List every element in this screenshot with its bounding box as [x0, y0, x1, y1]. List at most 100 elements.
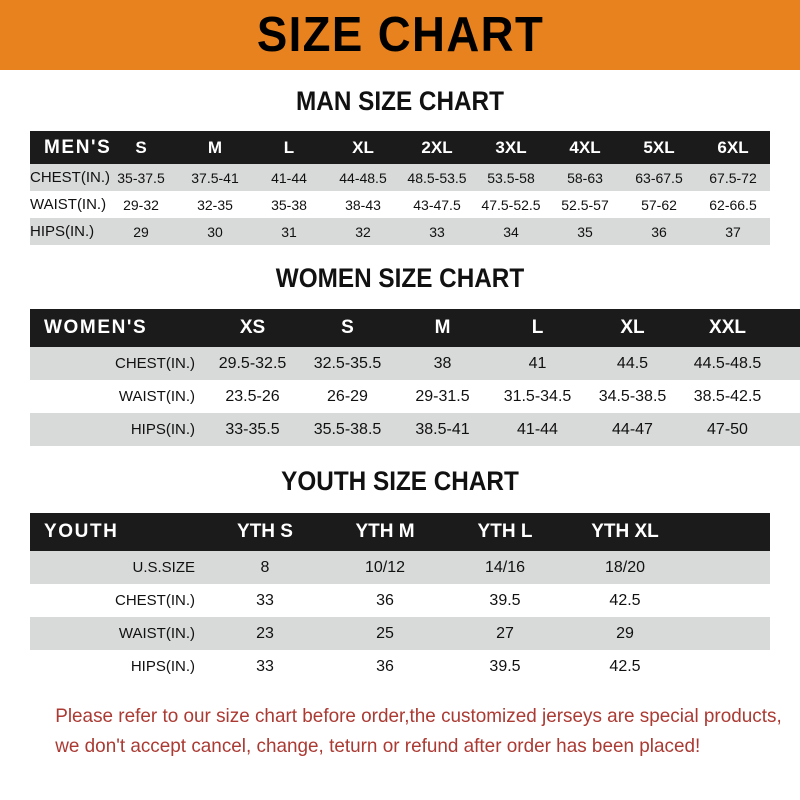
man-chest-2xl: 48.5-53.5 [407, 169, 467, 186]
youth-waist-m: 25 [376, 624, 394, 642]
women-hips-xl: 44-47 [612, 420, 653, 438]
women-size-col-xl: XL [620, 317, 645, 338]
man-hips-2xl: 33 [429, 223, 445, 240]
youth-ussize-xl: 18/20 [604, 558, 646, 576]
women-chest-s: 32.5-35.5 [313, 354, 382, 372]
women-header-spacer [775, 309, 800, 347]
man-row-label-hips: HIPS(IN.) [30, 223, 95, 240]
women-row-label-hips: HIPS(IN.) [130, 421, 195, 438]
section-title-youth: YOUTH SIZE CHART [281, 466, 519, 496]
man-size-col-4xl: 4XL [569, 137, 601, 157]
women-chest-m: 38 [433, 354, 452, 372]
youth-size-col-s: YTH S [237, 521, 293, 542]
youth-ussize-spacer [685, 551, 770, 584]
man-size-col-2xl: 2XL [421, 137, 453, 157]
man-size-col-6xl: 6XL [717, 137, 749, 157]
youth-header-row: YOUTH YTH S YTH M YTH L YTH XL [30, 513, 770, 551]
women-size-table: WOMEN'S XS S M L XL XXL CHEST(IN.) 29.5-… [30, 309, 800, 446]
man-waist-4xl: 52.5-57 [561, 196, 609, 213]
man-chest-l: 41-44 [271, 169, 307, 186]
women-waist-m: 29-31.5 [415, 387, 470, 405]
women-size-col-xs: XS [239, 317, 266, 338]
youth-hips-xl: 42.5 [609, 657, 641, 675]
women-size-col-xxl: XXL [709, 317, 746, 338]
man-size-col-5xl: 5XL [643, 137, 675, 157]
women-waist-spacer [775, 380, 800, 413]
youth-size-col-l: YTH L [477, 521, 533, 542]
man-size-table: MEN'S S M L XL 2XL 3XL 4XL 5XL 6XL CHEST… [30, 131, 770, 245]
women-table-body: WOMEN'S XS S M L XL XXL CHEST(IN.) 29.5-… [30, 309, 800, 446]
man-chest-3xl: 53.5-58 [487, 169, 535, 186]
women-hips-m: 38.5-41 [415, 420, 470, 438]
man-hips-m: 30 [207, 223, 223, 240]
women-waist-xxl: 38.5-42.5 [693, 387, 762, 405]
man-size-col-3xl: 3XL [495, 137, 527, 157]
footer-note-line-2: we don't accept cancel, change, teturn o… [55, 735, 701, 757]
youth-ussize-l: 14/16 [484, 558, 526, 576]
women-waist-l: 31.5-34.5 [503, 387, 572, 405]
man-hips-s: 29 [133, 223, 149, 240]
table-row: CHEST(IN.) 35-37.5 37.5-41 41-44 44-48.5… [30, 164, 770, 191]
man-waist-s: 29-32 [123, 196, 159, 213]
man-chest-m: 37.5-41 [191, 169, 239, 186]
youth-hips-s: 33 [256, 657, 274, 675]
youth-chest-l: 39.5 [489, 591, 521, 609]
youth-row-label-hips: HIPS(IN.) [130, 658, 195, 675]
man-hips-xl: 32 [355, 223, 371, 240]
man-header-label: MEN'S [44, 136, 112, 158]
man-hips-5xl: 36 [651, 223, 667, 240]
man-hips-l: 31 [281, 223, 297, 240]
man-waist-xl: 38-43 [345, 196, 381, 213]
women-header-row: WOMEN'S XS S M L XL XXL [30, 309, 800, 347]
table-row: U.S.SIZE 8 10/12 14/16 18/20 [30, 551, 770, 584]
youth-waist-spacer [685, 617, 770, 650]
section-title-man: MAN SIZE CHART [296, 86, 504, 116]
women-chest-spacer [775, 347, 800, 380]
man-header-row: MEN'S S M L XL 2XL 3XL 4XL 5XL 6XL [30, 131, 770, 164]
women-hips-s: 35.5-38.5 [313, 420, 382, 438]
women-chest-xs: 29.5-32.5 [218, 354, 287, 372]
table-row: WAIST(IN.) 29-32 32-35 35-38 38-43 43-47… [30, 191, 770, 218]
women-row-label-waist: WAIST(IN.) [118, 388, 195, 405]
chart-content: MAN SIZE CHART MEN'S S M L XL 2XL 3XL 4X… [0, 86, 800, 761]
women-chest-xxl: 44.5-48.5 [693, 354, 762, 372]
table-row: HIPS(IN.) 33-35.5 35.5-38.5 38.5-41 41-4… [30, 413, 800, 446]
man-size-col-m: M [207, 137, 223, 157]
man-chest-xl: 44-48.5 [339, 169, 387, 186]
man-hips-6xl: 37 [725, 223, 741, 240]
youth-row-label-ussize: U.S.SIZE [132, 559, 195, 576]
youth-row-label-chest: CHEST(IN.) [115, 592, 195, 609]
man-chest-4xl: 58-63 [567, 169, 603, 186]
women-row-label-chest: CHEST(IN.) [115, 355, 195, 372]
women-hips-l: 41-44 [517, 420, 558, 438]
man-waist-5xl: 57-62 [641, 196, 677, 213]
man-hips-4xl: 35 [577, 223, 593, 240]
women-waist-xs: 23.5-26 [225, 387, 280, 405]
youth-chest-m: 36 [376, 591, 394, 609]
man-size-col-xl: XL [352, 137, 374, 157]
table-row: WAIST(IN.) 23.5-26 26-29 29-31.5 31.5-34… [30, 380, 800, 413]
man-size-col-s: S [135, 137, 147, 157]
man-waist-3xl: 47.5-52.5 [481, 196, 541, 213]
youth-size-table: YOUTH YTH S YTH M YTH L YTH XL U.S.SIZE … [30, 513, 770, 683]
man-size-col-l: L [283, 137, 295, 157]
youth-row-label-waist: WAIST(IN.) [118, 625, 195, 642]
youth-chest-spacer [685, 584, 770, 617]
youth-chest-xl: 42.5 [609, 591, 641, 609]
table-row: HIPS(IN.) 29 30 31 32 33 34 35 36 37 [30, 218, 770, 245]
man-waist-m: 32-35 [197, 196, 233, 213]
women-size-col-s: S [341, 317, 354, 338]
youth-waist-xl: 29 [616, 624, 634, 642]
youth-ussize-m: 10/12 [364, 558, 406, 576]
man-chest-6xl: 67.5-72 [709, 169, 757, 186]
footer-note: Please refer to our size chart before or… [30, 701, 781, 761]
youth-header-label: YOUTH [44, 521, 119, 542]
man-row-label-waist: WAIST(IN.) [30, 196, 107, 213]
youth-hips-m: 36 [376, 657, 394, 675]
youth-size-col-m: YTH M [355, 521, 415, 542]
women-chest-xl: 44.5 [616, 354, 649, 372]
table-row: CHEST(IN.) 33 36 39.5 42.5 [30, 584, 770, 617]
page-banner: SIZE CHART [0, 0, 800, 70]
youth-table-body: YOUTH YTH S YTH M YTH L YTH XL U.S.SIZE … [30, 513, 770, 683]
